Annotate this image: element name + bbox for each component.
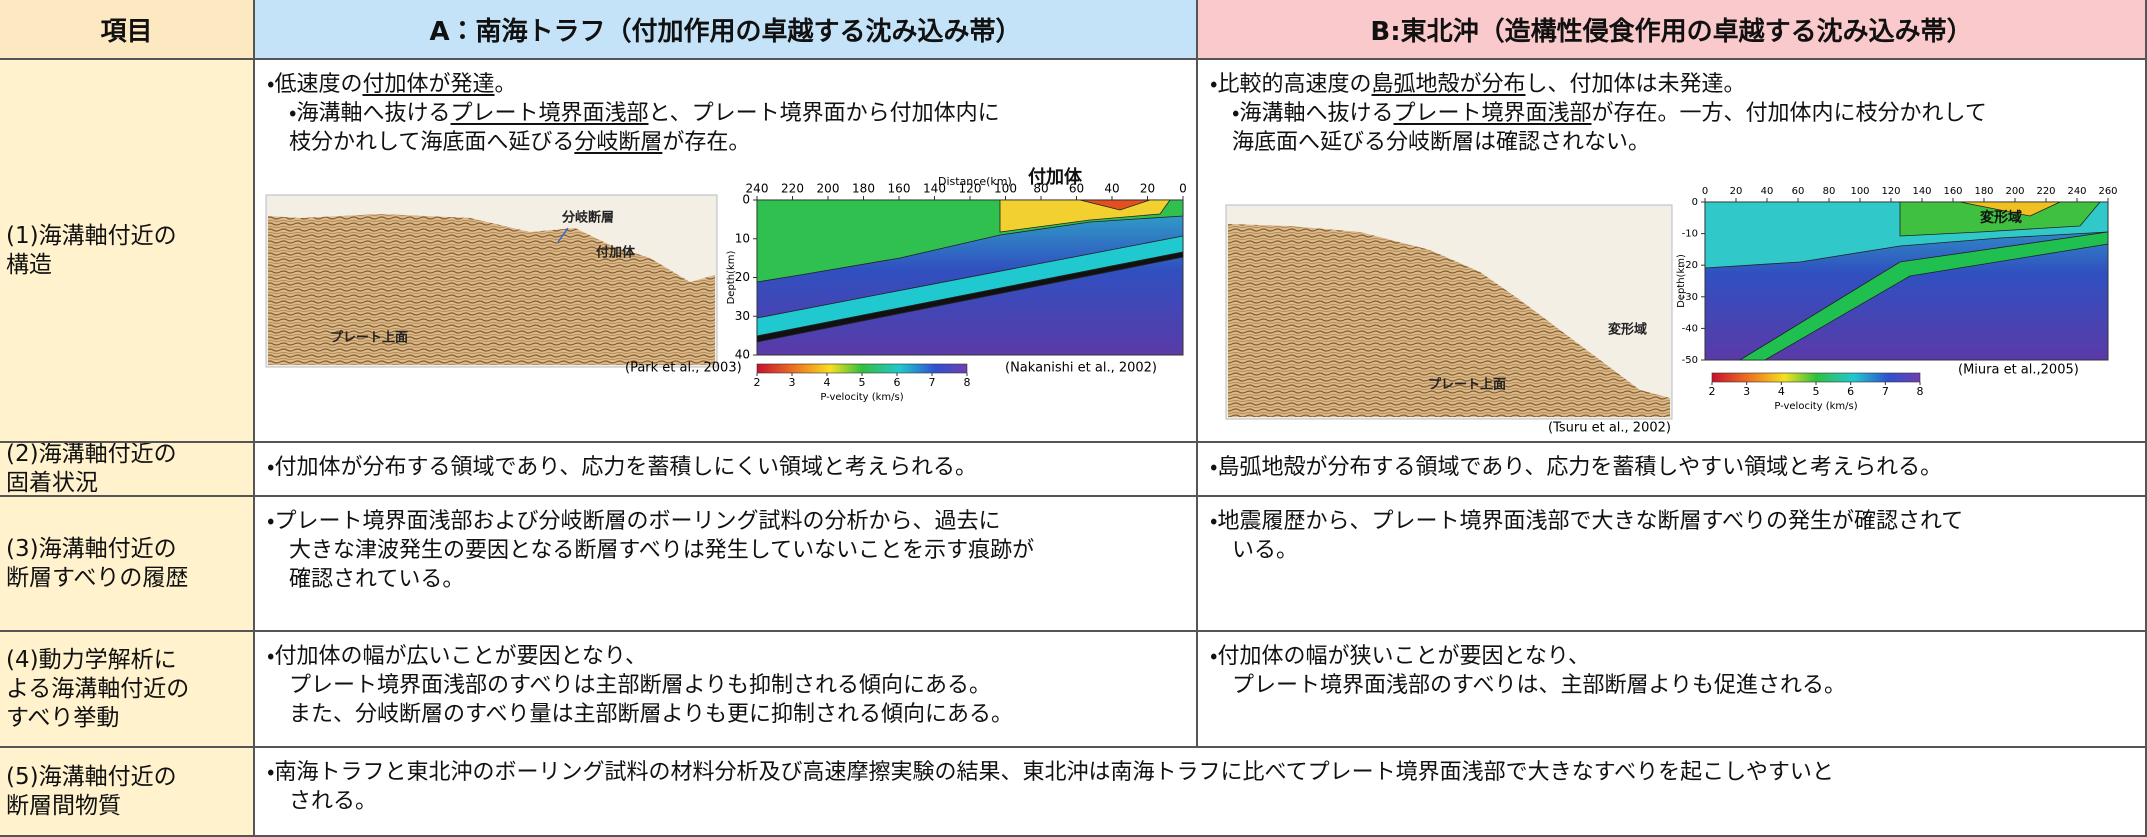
- text: ・低速度の: [267, 72, 363, 97]
- text-line: プレート境界面浅部のすべりは主部断層よりも抑制される傾向にある。: [267, 671, 1196, 700]
- item-line: すべり挙動: [6, 704, 120, 731]
- text-cell: ・比較的高速度の島弧地殻が分布し、付加体は未発達。 ・海溝軸へ抜けるプレート境界面…: [1198, 60, 2147, 443]
- text: 枝分かれして海底面へ延びる: [289, 130, 575, 155]
- text-cell: ・付加体が分布する領域であり、応力を蓄積しにくい領域と考えられる。: [255, 443, 1198, 497]
- text: し、付加体は未発達。: [1525, 72, 1746, 97]
- text: と、プレート境界面から付加体内に: [648, 101, 1000, 126]
- underlined-text: 分岐断層: [574, 130, 663, 155]
- text-line: ・付加体の幅が狭いことが要因となり、: [1210, 642, 2145, 671]
- text-line: ・プレート境界面浅部および分岐断層のボーリング試料の分析から、過去に: [267, 507, 1196, 536]
- text-line: 大きな津波発生の要因となる断層すべりは発生していないことを示す痕跡が: [267, 536, 1196, 565]
- text: いる。: [1232, 538, 1299, 563]
- item-line: よる海溝軸付近の: [6, 675, 190, 702]
- text-line: ・島弧地殻が分布する領域であり、応力を蓄積しやすい領域と考えられる。: [1210, 453, 2145, 482]
- text: プレート境界面浅部のすべりは主部断層よりも抑制される傾向にある。: [289, 673, 992, 698]
- text-line: ・付加体の幅が広いことが要因となり、: [267, 642, 1196, 671]
- text-line: ・地震履歴から、プレート境界面浅部で大きな断層すべりの発生が確認されて: [1210, 507, 2145, 536]
- text: ・プレート境界面浅部および分岐断層のボーリング試料の分析から、過去に: [267, 509, 1001, 534]
- underlined-text: プレート境界面浅部: [450, 101, 649, 126]
- text: される。: [289, 789, 378, 814]
- text: ・海溝軸へ抜ける: [289, 101, 451, 126]
- item-line: (2)海溝軸付近の: [6, 443, 177, 467]
- item-line: 構造: [6, 251, 52, 278]
- text-cell: ・付加体の幅が広いことが要因となり、プレート境界面浅部のすべりは主部断層よりも抑…: [255, 632, 1198, 748]
- text: が存在。一方、付加体内に枝分かれして: [1591, 101, 1987, 126]
- text-line: 枝分かれして海底面へ延びる分岐断層が存在。: [267, 128, 1196, 157]
- header-cell: 項目: [0, 0, 255, 60]
- text-line: ・海溝軸へ抜けるプレート境界面浅部と、プレート境界面から付加体内に: [267, 99, 1196, 128]
- item-line: (5)海溝軸付近の: [6, 763, 177, 790]
- item-cell: (4)動力学解析に よる海溝軸付近の すべり挙動: [0, 632, 255, 748]
- text-line: ・比較的高速度の島弧地殻が分布し、付加体は未発達。: [1210, 70, 2145, 99]
- text-line: ・付加体が分布する領域であり、応力を蓄積しにくい領域と考えられる。: [267, 453, 1196, 482]
- text-cell: ・付加体の幅が狭いことが要因となり、プレート境界面浅部のすべりは、主部断層よりも…: [1198, 632, 2147, 748]
- item-line: 断層すべりの履歴: [6, 564, 189, 591]
- text: ・海溝軸へ抜ける: [1232, 101, 1394, 126]
- item-cell: (3)海溝軸付近の 断層すべりの履歴: [0, 497, 255, 632]
- text: 海底面へ延びる分岐断層は確認されない。: [1232, 130, 1651, 155]
- text-line: 海底面へ延びる分岐断層は確認されない。: [1210, 128, 2145, 157]
- text-line: ・南海トラフと東北沖のボーリング試料の材料分析及び高速摩擦実験の結果、東北沖は南…: [267, 758, 2145, 787]
- text-line: ・低速度の付加体が発達。: [267, 70, 1196, 99]
- text-line: 確認されている。: [267, 565, 1196, 594]
- text-cell: ・低速度の付加体が発達。 ・海溝軸へ抜けるプレート境界面浅部と、プレート境界面から…: [255, 60, 1198, 443]
- text-cell: ・地震履歴から、プレート境界面浅部で大きな断層すべりの発生が確認されている。: [1198, 497, 2147, 632]
- item-line: (3)海溝軸付近の: [6, 535, 177, 562]
- text: 確認されている。: [289, 567, 465, 592]
- item-cell: (2)海溝軸付近の 固着状況: [0, 443, 255, 497]
- text-line: いる。: [1210, 536, 2145, 565]
- underlined-text: 島弧地殻が分布: [1371, 72, 1526, 97]
- text-line: プレート境界面浅部のすべりは、主部断層よりも促進される。: [1210, 671, 2145, 700]
- text-line: される。: [267, 787, 2145, 816]
- text: 大きな津波発生の要因となる断層すべりは発生していないことを示す痕跡が: [289, 538, 1035, 563]
- text-cell: ・島弧地殻が分布する領域であり、応力を蓄積しやすい領域と考えられる。: [1198, 443, 2147, 497]
- text: また、分岐断層のすべり量は主部断層よりも更に抑制される傾向にある。: [289, 702, 1014, 727]
- text: ・地震履歴から、プレート境界面浅部で大きな断層すべりの発生が確認されて: [1210, 509, 1964, 534]
- text: ・付加体が分布する領域であり、応力を蓄積しにくい領域と考えられる。: [267, 455, 977, 480]
- text-cell: ・南海トラフと東北沖のボーリング試料の材料分析及び高速摩擦実験の結果、東北沖は南…: [255, 748, 2147, 837]
- text: が存在。: [662, 130, 751, 155]
- item-line: (4)動力学解析に: [6, 646, 177, 673]
- item-cell: (5)海溝軸付近の 断層間物質: [0, 748, 255, 837]
- text: ・比較的高速度の: [1210, 72, 1372, 97]
- header-cell: A：南海トラフ（付加作用の卓越する沈み込み帯）: [255, 0, 1198, 60]
- text: プレート境界面浅部のすべりは、主部断層よりも促進される。: [1232, 673, 1847, 698]
- text: ・付加体の幅が狭いことが要因となり、: [1210, 644, 1590, 669]
- underlined-text: プレート境界面浅部: [1393, 101, 1592, 126]
- item-cell: (1)海溝軸付近の 構造: [0, 60, 255, 443]
- header-cell: B:東北沖（造構性侵食作用の卓越する沈み込み帯）: [1198, 0, 2147, 60]
- text: ・南海トラフと東北沖のボーリング試料の材料分析及び高速摩擦実験の結果、東北沖は南…: [267, 760, 1834, 785]
- underlined-text: 付加体が発達: [362, 72, 495, 97]
- item-line: (1)海溝軸付近の: [6, 222, 177, 249]
- text-line: ・海溝軸へ抜けるプレート境界面浅部が存在。一方、付加体内に枝分かれして: [1210, 99, 2145, 128]
- text-line: また、分岐断層のすべり量は主部断層よりも更に抑制される傾向にある。: [267, 700, 1196, 729]
- item-line: 断層間物質: [6, 792, 121, 819]
- text-cell: ・プレート境界面浅部および分岐断層のボーリング試料の分析から、過去に大きな津波発…: [255, 497, 1198, 632]
- item-line: 固着状況: [6, 470, 98, 496]
- text: 。: [494, 72, 517, 97]
- text: ・付加体の幅が広いことが要因となり、: [267, 644, 647, 669]
- text: ・島弧地殻が分布する領域であり、応力を蓄積しやすい領域と考えられる。: [1210, 455, 1943, 480]
